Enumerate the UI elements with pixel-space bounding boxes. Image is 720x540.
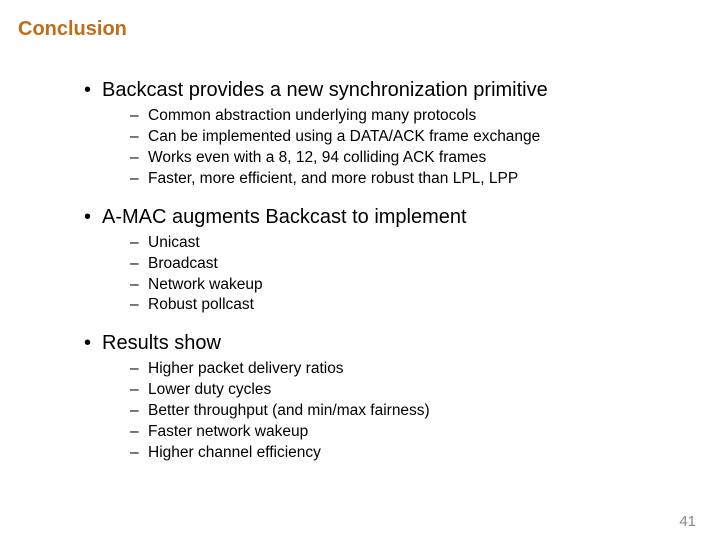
sub-item: Better throughput (and min/max fairness) <box>148 401 430 422</box>
dash-icon: – <box>130 233 148 254</box>
bullet-icon: • <box>84 332 102 355</box>
sublist: –Unicast –Broadcast –Network wakeup –Rob… <box>84 233 700 333</box>
section-heading: Backcast provides a new synchronization … <box>102 79 548 102</box>
bullet-level2: –Works even with a 8, 12, 94 colliding A… <box>130 148 700 169</box>
slide-title: Conclusion <box>18 18 720 41</box>
bullet-level1: • Results show <box>84 332 700 355</box>
sub-item: Faster, more efficient, and more robust … <box>148 169 518 190</box>
page-number: 41 <box>679 513 696 530</box>
section-heading: Results show <box>102 332 221 355</box>
bullet-level2: –Higher channel efficiency <box>130 443 700 464</box>
bullet-level1: • Backcast provides a new synchronizatio… <box>84 79 700 102</box>
sub-item: Works even with a 8, 12, 94 colliding AC… <box>148 148 486 169</box>
dash-icon: – <box>130 254 148 275</box>
slide: Conclusion • Backcast provides a new syn… <box>0 0 720 540</box>
bullet-level2: –Common abstraction underlying many prot… <box>130 106 700 127</box>
dash-icon: – <box>130 359 148 380</box>
dash-icon: – <box>130 148 148 169</box>
sub-item: Faster network wakeup <box>148 422 308 443</box>
dash-icon: – <box>130 380 148 401</box>
dash-icon: – <box>130 422 148 443</box>
sub-item: Network wakeup <box>148 275 263 296</box>
bullet-level2: –Higher packet delivery ratios <box>130 359 700 380</box>
sub-item: Unicast <box>148 233 200 254</box>
bullet-level2: –Unicast <box>130 233 700 254</box>
slide-content: • Backcast provides a new synchronizatio… <box>18 41 720 480</box>
sub-item: Common abstraction underlying many proto… <box>148 106 476 127</box>
bullet-level2: –Network wakeup <box>130 275 700 296</box>
sublist: –Higher packet delivery ratios –Lower du… <box>84 359 700 480</box>
sub-item: Broadcast <box>148 254 218 275</box>
bullet-level1: • A-MAC augments Backcast to implement <box>84 206 700 229</box>
bullet-level2: –Robust pollcast <box>130 295 700 316</box>
dash-icon: – <box>130 275 148 296</box>
dash-icon: – <box>130 127 148 148</box>
dash-icon: – <box>130 443 148 464</box>
bullet-icon: • <box>84 206 102 229</box>
bullet-level2: –Can be implemented using a DATA/ACK fra… <box>130 127 700 148</box>
bullet-level2: –Lower duty cycles <box>130 380 700 401</box>
dash-icon: – <box>130 106 148 127</box>
sub-item: Can be implemented using a DATA/ACK fram… <box>148 127 540 148</box>
sub-item: Higher channel efficiency <box>148 443 321 464</box>
bullet-level2: –Faster network wakeup <box>130 422 700 443</box>
dash-icon: – <box>130 169 148 190</box>
sub-item: Lower duty cycles <box>148 380 271 401</box>
sub-item: Robust pollcast <box>148 295 254 316</box>
bullet-level2: –Better throughput (and min/max fairness… <box>130 401 700 422</box>
sub-item: Higher packet delivery ratios <box>148 359 344 380</box>
dash-icon: – <box>130 295 148 316</box>
sublist: –Common abstraction underlying many prot… <box>84 106 700 206</box>
dash-icon: – <box>130 401 148 422</box>
bullet-level2: –Broadcast <box>130 254 700 275</box>
bullet-icon: • <box>84 79 102 102</box>
bullet-level2: –Faster, more efficient, and more robust… <box>130 169 700 190</box>
section-heading: A-MAC augments Backcast to implement <box>102 206 467 229</box>
